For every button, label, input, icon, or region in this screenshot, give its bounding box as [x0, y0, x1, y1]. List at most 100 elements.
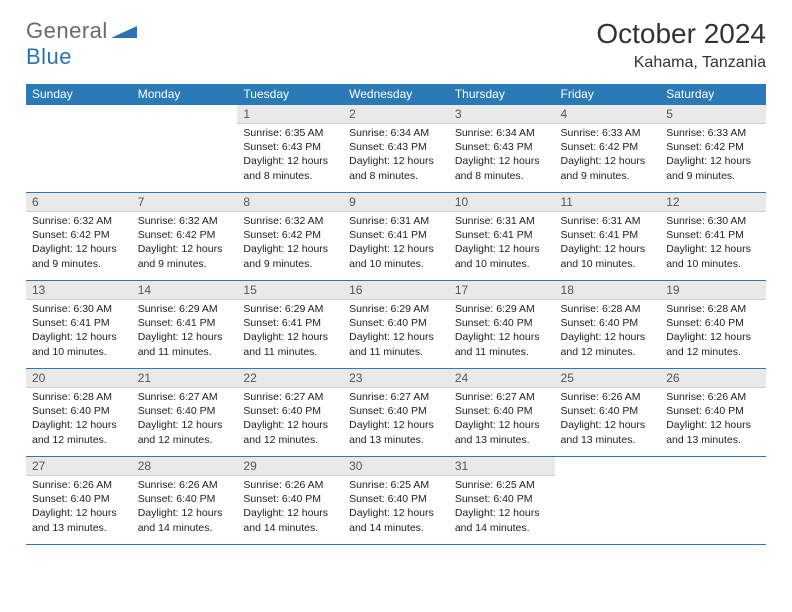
sunset-line: Sunset: 6:40 PM	[349, 492, 443, 506]
sunset-line: Sunset: 6:42 PM	[243, 228, 337, 242]
sunrise-line: Sunrise: 6:26 AM	[666, 390, 760, 404]
sunset-line: Sunset: 6:43 PM	[349, 140, 443, 154]
daylight-line: Daylight: 12 hours and 10 minutes.	[349, 242, 443, 270]
sunset-line: Sunset: 6:41 PM	[32, 316, 126, 330]
sunrise-line: Sunrise: 6:26 AM	[243, 478, 337, 492]
day-number: 7	[132, 193, 238, 212]
day-number: 17	[449, 281, 555, 300]
day-body: Sunrise: 6:35 AMSunset: 6:43 PMDaylight:…	[237, 124, 343, 187]
daylight-line: Daylight: 12 hours and 13 minutes.	[666, 418, 760, 446]
calendar-cell: 25Sunrise: 6:26 AMSunset: 6:40 PMDayligh…	[555, 369, 661, 457]
calendar-cell: 7Sunrise: 6:32 AMSunset: 6:42 PMDaylight…	[132, 193, 238, 281]
calendar-cell: 31Sunrise: 6:25 AMSunset: 6:40 PMDayligh…	[449, 457, 555, 545]
day-number: 8	[237, 193, 343, 212]
calendar-cell: 1Sunrise: 6:35 AMSunset: 6:43 PMDaylight…	[237, 105, 343, 193]
daylight-line: Daylight: 12 hours and 11 minutes.	[349, 330, 443, 358]
location-label: Kahama, Tanzania	[596, 54, 766, 72]
day-number: 18	[555, 281, 661, 300]
sunrise-line: Sunrise: 6:34 AM	[455, 126, 549, 140]
daylight-line: Daylight: 12 hours and 10 minutes.	[666, 242, 760, 270]
sunset-line: Sunset: 6:40 PM	[561, 316, 655, 330]
day-body: Sunrise: 6:28 AMSunset: 6:40 PMDaylight:…	[660, 300, 766, 363]
day-body: Sunrise: 6:27 AMSunset: 6:40 PMDaylight:…	[449, 388, 555, 451]
day-body: Sunrise: 6:29 AMSunset: 6:40 PMDaylight:…	[449, 300, 555, 363]
dow-thursday: Thursday	[449, 84, 555, 105]
sunset-line: Sunset: 6:41 PM	[138, 316, 232, 330]
day-body: Sunrise: 6:34 AMSunset: 6:43 PMDaylight:…	[343, 124, 449, 187]
sunrise-line: Sunrise: 6:28 AM	[666, 302, 760, 316]
sunset-line: Sunset: 6:41 PM	[455, 228, 549, 242]
day-body: Sunrise: 6:25 AMSunset: 6:40 PMDaylight:…	[343, 476, 449, 539]
daylight-line: Daylight: 12 hours and 14 minutes.	[349, 506, 443, 534]
calendar-cell	[26, 105, 132, 193]
daylight-line: Daylight: 12 hours and 13 minutes.	[455, 418, 549, 446]
day-body: Sunrise: 6:31 AMSunset: 6:41 PMDaylight:…	[343, 212, 449, 275]
day-body: Sunrise: 6:26 AMSunset: 6:40 PMDaylight:…	[237, 476, 343, 539]
calendar-cell: 11Sunrise: 6:31 AMSunset: 6:41 PMDayligh…	[555, 193, 661, 281]
sunrise-line: Sunrise: 6:31 AM	[561, 214, 655, 228]
day-number: 11	[555, 193, 661, 212]
calendar-cell: 8Sunrise: 6:32 AMSunset: 6:42 PMDaylight…	[237, 193, 343, 281]
sunrise-line: Sunrise: 6:29 AM	[138, 302, 232, 316]
sunrise-line: Sunrise: 6:29 AM	[455, 302, 549, 316]
calendar-cell: 26Sunrise: 6:26 AMSunset: 6:40 PMDayligh…	[660, 369, 766, 457]
day-number: 23	[343, 369, 449, 388]
calendar-cell: 24Sunrise: 6:27 AMSunset: 6:40 PMDayligh…	[449, 369, 555, 457]
logo: General Blue	[26, 18, 137, 70]
daylight-line: Daylight: 12 hours and 9 minutes.	[666, 154, 760, 182]
daylight-line: Daylight: 12 hours and 9 minutes.	[243, 242, 337, 270]
sunset-line: Sunset: 6:40 PM	[561, 404, 655, 418]
daylight-line: Daylight: 12 hours and 8 minutes.	[349, 154, 443, 182]
calendar-cell: 6Sunrise: 6:32 AMSunset: 6:42 PMDaylight…	[26, 193, 132, 281]
day-number: 5	[660, 105, 766, 124]
calendar-table: Sunday Monday Tuesday Wednesday Thursday…	[26, 84, 766, 545]
day-body: Sunrise: 6:27 AMSunset: 6:40 PMDaylight:…	[237, 388, 343, 451]
calendar-cell: 17Sunrise: 6:29 AMSunset: 6:40 PMDayligh…	[449, 281, 555, 369]
calendar-cell	[660, 457, 766, 545]
dow-tuesday: Tuesday	[237, 84, 343, 105]
calendar-cell: 29Sunrise: 6:26 AMSunset: 6:40 PMDayligh…	[237, 457, 343, 545]
day-body: Sunrise: 6:28 AMSunset: 6:40 PMDaylight:…	[26, 388, 132, 451]
daylight-line: Daylight: 12 hours and 8 minutes.	[243, 154, 337, 182]
day-number: 12	[660, 193, 766, 212]
sunrise-line: Sunrise: 6:35 AM	[243, 126, 337, 140]
sunset-line: Sunset: 6:43 PM	[455, 140, 549, 154]
daylight-line: Daylight: 12 hours and 14 minutes.	[243, 506, 337, 534]
calendar-cell: 22Sunrise: 6:27 AMSunset: 6:40 PMDayligh…	[237, 369, 343, 457]
dow-friday: Friday	[555, 84, 661, 105]
dow-wednesday: Wednesday	[343, 84, 449, 105]
calendar-cell: 3Sunrise: 6:34 AMSunset: 6:43 PMDaylight…	[449, 105, 555, 193]
calendar-cell: 27Sunrise: 6:26 AMSunset: 6:40 PMDayligh…	[26, 457, 132, 545]
sunrise-line: Sunrise: 6:27 AM	[243, 390, 337, 404]
dow-sunday: Sunday	[26, 84, 132, 105]
sunrise-line: Sunrise: 6:34 AM	[349, 126, 443, 140]
daylight-line: Daylight: 12 hours and 10 minutes.	[455, 242, 549, 270]
day-body: Sunrise: 6:29 AMSunset: 6:40 PMDaylight:…	[343, 300, 449, 363]
calendar-cell: 20Sunrise: 6:28 AMSunset: 6:40 PMDayligh…	[26, 369, 132, 457]
day-number: 24	[449, 369, 555, 388]
daylight-line: Daylight: 12 hours and 12 minutes.	[138, 418, 232, 446]
day-number: 14	[132, 281, 238, 300]
daylight-line: Daylight: 12 hours and 13 minutes.	[349, 418, 443, 446]
week-row: 1Sunrise: 6:35 AMSunset: 6:43 PMDaylight…	[26, 105, 766, 193]
day-number: 3	[449, 105, 555, 124]
sunset-line: Sunset: 6:40 PM	[666, 316, 760, 330]
day-body: Sunrise: 6:32 AMSunset: 6:42 PMDaylight:…	[26, 212, 132, 275]
daylight-line: Daylight: 12 hours and 12 minutes.	[666, 330, 760, 358]
logo-text-general: General	[26, 18, 108, 43]
sunset-line: Sunset: 6:40 PM	[666, 404, 760, 418]
daylight-line: Daylight: 12 hours and 9 minutes.	[32, 242, 126, 270]
sunrise-line: Sunrise: 6:32 AM	[32, 214, 126, 228]
sunrise-line: Sunrise: 6:30 AM	[32, 302, 126, 316]
day-body: Sunrise: 6:33 AMSunset: 6:42 PMDaylight:…	[555, 124, 661, 187]
day-body: Sunrise: 6:31 AMSunset: 6:41 PMDaylight:…	[555, 212, 661, 275]
daylight-line: Daylight: 12 hours and 8 minutes.	[455, 154, 549, 182]
daylight-line: Daylight: 12 hours and 12 minutes.	[32, 418, 126, 446]
sunset-line: Sunset: 6:40 PM	[349, 316, 443, 330]
day-body: Sunrise: 6:34 AMSunset: 6:43 PMDaylight:…	[449, 124, 555, 187]
daylight-line: Daylight: 12 hours and 12 minutes.	[561, 330, 655, 358]
day-body: Sunrise: 6:27 AMSunset: 6:40 PMDaylight:…	[343, 388, 449, 451]
day-number: 4	[555, 105, 661, 124]
calendar-cell: 21Sunrise: 6:27 AMSunset: 6:40 PMDayligh…	[132, 369, 238, 457]
day-body: Sunrise: 6:31 AMSunset: 6:41 PMDaylight:…	[449, 212, 555, 275]
